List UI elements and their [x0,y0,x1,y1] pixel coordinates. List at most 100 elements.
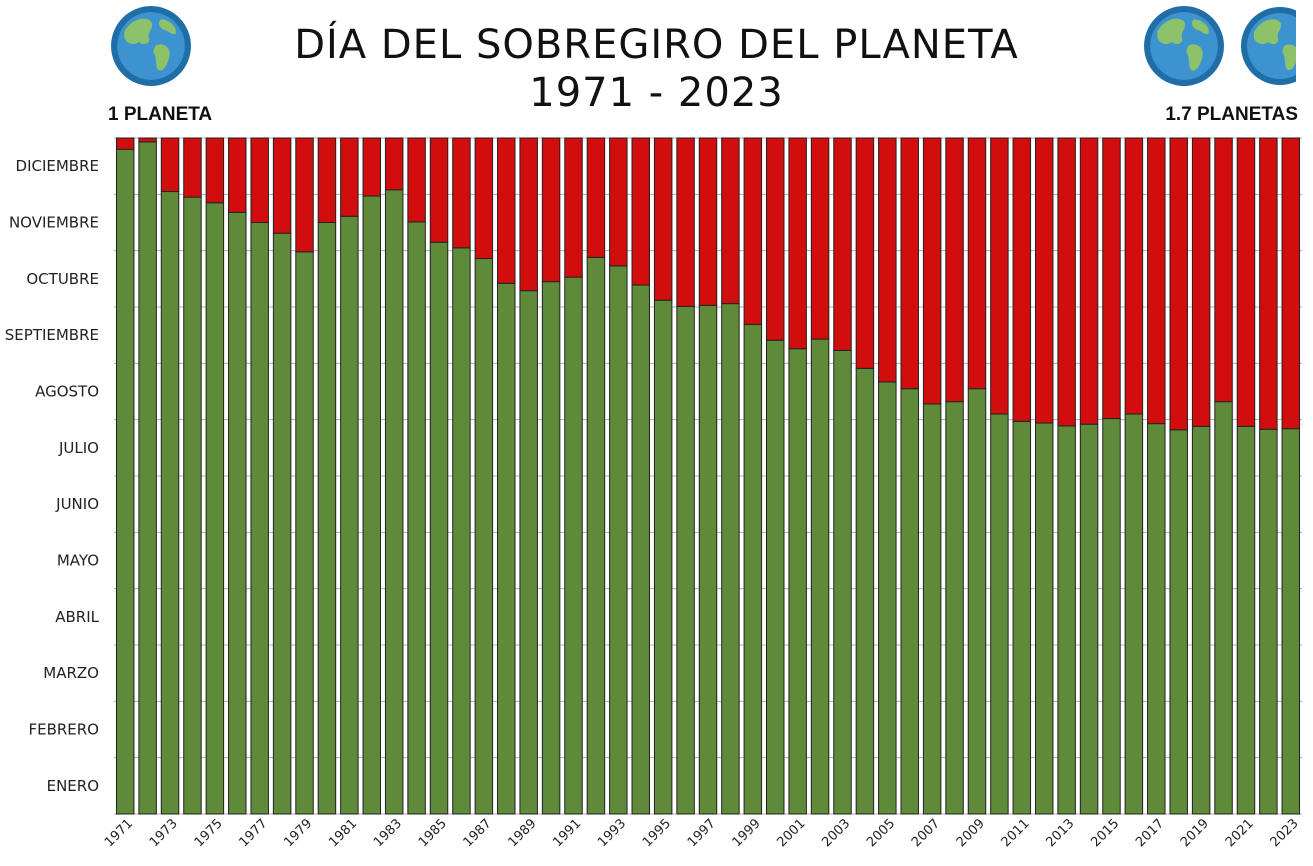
bar-segment-red [721,137,740,305]
y-axis-labels: ENERO FEBRERO MARZO ABRIL MAYO JUNIO JULIO AGOS… [5,157,100,795]
bar-segment-green [138,141,157,815]
bar-segment-red [766,137,785,341]
bar-segment-green [967,388,987,815]
y-tick-label: SEPTIEMBRE [5,326,99,344]
bar-segment-green [788,348,807,815]
bar-segment-red [228,137,247,213]
bar-segment-red [900,137,919,390]
x-tick-label: 2003 [819,816,853,850]
bar-segment-green [250,222,269,815]
x-tick-label: 1985 [416,816,450,850]
bar-segment-red [967,137,987,390]
bar-segment-green [295,251,314,815]
x-tick-label: 1999 [730,816,764,850]
bar-segment-red [1191,137,1211,427]
bar-segment-green [900,388,919,815]
y-tick-label: ENERO [47,777,99,795]
bar-segment-green [743,323,763,815]
bar-segment-green [833,349,852,815]
x-tick-label: 1979 [281,816,315,850]
x-tick-label: 1993 [595,816,629,850]
bar-segment-green [183,196,202,815]
bar-segment-red [541,137,561,283]
x-tick-label: 2001 [775,816,809,850]
bar-segment-red [1079,137,1099,425]
bar-segment-green [1079,423,1099,815]
bar-segment-red [1034,137,1054,424]
bar-segment-green [384,189,404,815]
bars [115,137,1301,815]
bar-segment-green [1057,425,1076,815]
chart-title: DÍA DEL SOBREGIRO DEL PLANETA [294,22,1019,68]
x-axis-labels: 1971 1973 1975 1977 1979 1981 1983 1985 1987 1989… [102,816,1302,850]
y-tick-label: OCTUBRE [26,270,99,288]
bar-segment-green [922,403,942,815]
earth-globe-icon [1144,6,1224,86]
bar-segment-red [631,137,650,286]
x-tick-label: 1991 [550,816,584,850]
x-tick-label: 2023 [1268,816,1302,850]
bar-segment-green [766,339,785,815]
bar-segment-green [340,215,359,815]
bar-segment-red [138,137,157,143]
bar-segment-red [205,137,225,204]
bar-segment-green [698,304,718,815]
bar-segment-red [160,137,180,193]
bar-segment-green [1012,420,1032,815]
bar-segment-green [541,281,561,815]
bar-segment-green [721,303,740,815]
bar-segment-red [810,137,830,340]
bar-segment-red [990,137,1009,415]
planets-needed-label: 1.7 PLANETAS [1165,104,1298,125]
bar-segment-red [945,137,964,403]
bar-segment-green [452,247,471,815]
bar-segment-green [878,381,897,815]
bar-segment-green [317,222,337,815]
x-tick-label: 1977 [237,816,271,850]
y-tick-label: ABRIL [55,608,99,626]
earth-globe-icon [111,6,191,86]
bar-segment-red [1012,137,1032,422]
bar-segment-green [609,265,628,815]
bar-segment-red [1057,137,1076,427]
bar-segment-red [429,137,449,243]
bar-segment-green [810,338,830,815]
bar-segment-red [1259,137,1278,430]
bar-segment-green [1034,422,1054,815]
bar-segment-red [1147,137,1166,425]
bar-segment-red [407,137,426,223]
y-tick-label: MARZO [43,664,99,682]
x-tick-label: 2011 [999,816,1033,850]
bar-segment-red [384,137,404,191]
y-tick-label: JUNIO [55,495,99,513]
bar-segment-green [945,401,964,815]
y-tick-label: MAYO [57,552,99,570]
bar-segment-red [878,137,897,383]
bar-segment-red [295,137,314,253]
bar-segment-red [272,137,292,234]
x-tick-label: 2019 [1178,816,1212,850]
bar-segment-red [1169,137,1188,431]
y-tick-label: NOVIEMBRE [9,214,99,232]
bar-segment-red [586,137,606,258]
bar-segment-red [474,137,494,260]
bar-segment-red [653,137,673,301]
bar-segment-red [1281,137,1301,430]
bar-segment-green [228,211,247,815]
x-tick-label: 2013 [1043,816,1077,850]
partial-earth-globe-icon [1241,7,1296,85]
y-tick-label: DICIEMBRE [16,157,99,175]
bar-segment-green [1102,418,1121,815]
bar-segment-red [564,137,583,278]
bar-segment-green [497,282,516,815]
bar-segment-red [1214,137,1233,403]
bar-segment-green [115,148,135,815]
x-tick-label: 2017 [1133,816,1167,850]
y-tick-label: JULIO [58,439,99,457]
x-tick-label: 1983 [371,816,405,850]
one-planet-label: 1 PLANETA [108,104,213,125]
bar-segment-green [1214,401,1233,815]
bar-segment-red [362,137,382,197]
bar-segment-red [609,137,628,267]
